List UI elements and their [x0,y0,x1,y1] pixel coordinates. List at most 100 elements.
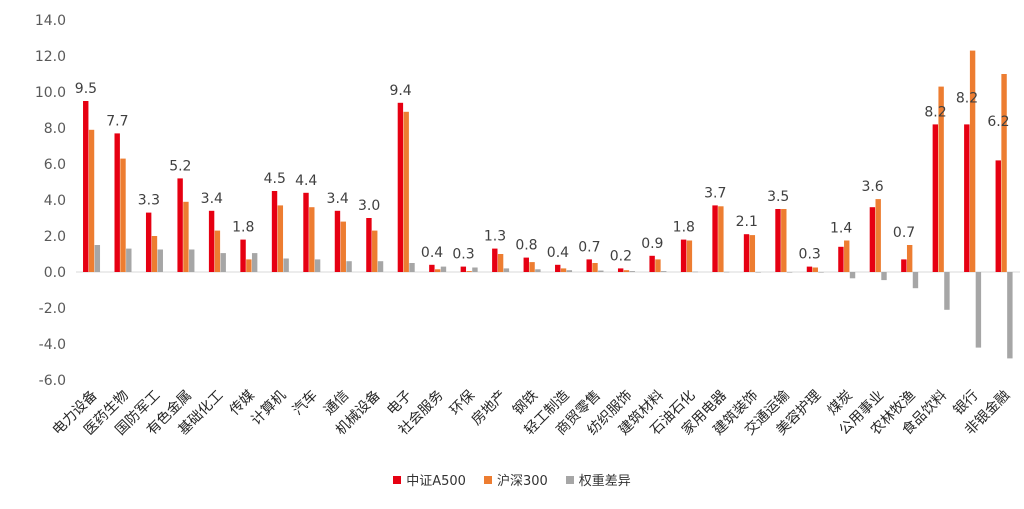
bar-series-1 [718,206,724,272]
data-label: 3.4 [201,191,223,207]
data-label: 4.4 [295,173,317,189]
x-tick-label: 房地产 [469,388,510,429]
bar-series-2 [126,248,132,272]
bar-series-0 [775,209,781,272]
y-tick-label: 2.0 [44,229,66,245]
legend-swatch-a500 [393,475,402,484]
bar-series-1 [183,201,189,272]
y-tick-label: -2.0 [39,301,66,317]
bar-series-0 [114,133,120,272]
bar-series-0 [712,205,718,272]
y-tick-label: -6.0 [39,373,66,389]
bar-series-2 [723,271,730,273]
y-tick-label: 0.0 [44,265,66,281]
legend-swatch-diff [565,475,574,484]
data-label: 0.3 [452,247,474,263]
bar-series-2 [629,271,635,272]
y-tick-label: 4.0 [44,193,66,209]
data-label: 0.7 [578,239,600,255]
bar-series-0 [680,239,687,272]
bar-series-0 [240,239,246,272]
data-labels: 9.5 7.7 3.3 5.2 3.4 1.8 4.5 4.4 3.4 3.0 9.4 0.4 0.3 1… [75,81,1010,264]
data-label: 8.2 [956,91,978,107]
bar-series-1 [529,262,535,272]
bar-series-2 [283,258,289,272]
bar-series-2 [566,270,573,272]
bar-series-1 [1001,74,1007,272]
legend-item-hs300: 沪深300 [483,470,548,489]
bar-series-0 [303,192,309,272]
legend-label-diff: 权重差异 [578,474,631,489]
bar-series-0 [586,259,592,272]
bar-series-2 [1007,272,1013,359]
y-axis-ticks: 14.0 12.0 10.0 8.0 6.0 4.0 2.0 0.0 -2.0 -4.0 -6.0 [35,13,66,389]
bar-series-0 [492,248,498,272]
data-label: 0.8 [515,238,537,254]
bar-series-1 [844,240,850,272]
x-tick-label: 计算机 [248,388,289,429]
data-label: 9.4 [389,83,411,99]
bar-series-2 [881,272,887,281]
data-label: 8.2 [924,104,946,120]
bar-series-0 [617,268,624,272]
bar-series-1 [340,221,346,272]
data-label: 5.2 [169,158,191,174]
bar-series-1 [403,111,409,272]
bar-series-0 [429,264,435,272]
bar-series-1 [906,245,913,272]
bars [83,50,1013,359]
legend: 中证A500 沪深300 权重差异 [0,470,1024,489]
data-label: 1.3 [484,229,506,245]
bar-series-1 [686,240,693,272]
bar-series-2 [598,270,604,272]
bar-series-1 [434,269,441,272]
x-axis-ticks: 电力设备医药生物国防军工有色金属基础化工 传媒计算机 汽车 通信机械设备 电子社会服务环… [49,387,1013,439]
data-label: 0.7 [893,225,915,241]
bar-series-2 [755,272,761,273]
bar-series-1 [120,158,126,272]
data-label: 1.8 [673,220,695,236]
bar-series-2 [912,272,919,289]
y-tick-label: 12.0 [35,49,66,65]
legend-item-a500: 中证A500 [393,470,466,489]
bar-series-0 [334,210,341,272]
bar-series-1 [214,230,221,272]
bar-series-1 [969,50,976,272]
bar-series-1 [938,86,944,272]
data-label: 9.5 [75,81,97,97]
bar-series-1 [372,230,378,272]
y-tick-label: 6.0 [44,157,66,173]
data-label: 0.3 [799,247,821,263]
x-tick-label: 汽车 [289,387,321,419]
legend-item-diff: 权重差异 [565,470,631,489]
bar-series-1 [497,254,504,272]
bar-series-2 [377,261,384,272]
data-label: 7.7 [106,113,128,129]
bar-series-2 [661,271,667,272]
bar-series-0 [397,102,404,272]
bar-series-2 [189,249,195,272]
data-label: 3.4 [327,191,349,207]
data-label: 2.1 [736,214,758,230]
bar-series-1 [560,268,567,272]
data-label: 1.4 [830,221,852,237]
y-tick-label: 10.0 [35,85,66,101]
bar-series-1 [655,259,661,272]
data-label: 6.2 [987,114,1009,130]
bar-series-1 [246,259,252,272]
bar-series-0 [177,178,183,272]
data-label: 3.5 [767,189,789,205]
bar-series-0 [460,266,467,272]
bar-series-0 [208,210,215,272]
data-label: 3.7 [704,185,726,201]
bar-series-1 [623,270,630,272]
bar-series-2 [346,261,352,272]
data-label: 4.5 [264,171,286,187]
bar-series-2 [975,272,982,348]
bar-series-1 [88,129,95,272]
bar-series-2 [220,253,226,272]
data-label: 0.9 [641,236,663,252]
data-label: 1.8 [232,220,254,236]
